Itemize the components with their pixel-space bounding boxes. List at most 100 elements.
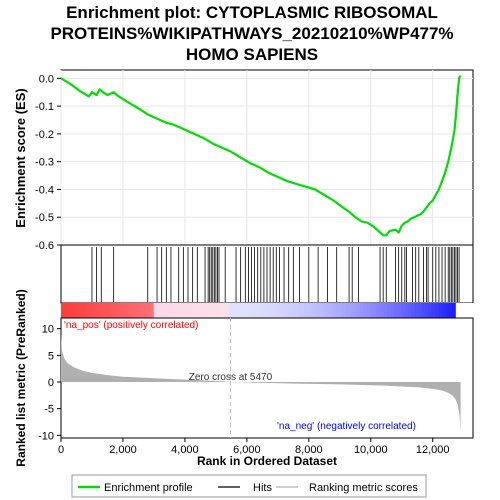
color-bar-cell	[414, 303, 419, 318]
metric-y-tick-label: -10	[38, 430, 54, 442]
x-tick-label: 6,000	[233, 444, 261, 456]
color-bar-cell	[67, 303, 72, 318]
es-y-tick-label: -0.4	[35, 184, 54, 196]
color-bar-cell	[256, 303, 261, 318]
color-bar-cell	[387, 303, 392, 318]
color-bar-cell	[253, 303, 258, 318]
legend: Enrichment profile Hits Ranking metric s…	[71, 474, 427, 498]
color-bar-cell	[438, 303, 443, 318]
es-y-tick-label: -0.2	[35, 129, 54, 141]
es-panel: 0.0 -0.1 -0.2 -0.3 -0.4 -0.5 -0.6 Enrichment s…	[13, 69, 474, 252]
color-bar-cell	[157, 303, 162, 318]
color-bar-cell	[339, 303, 344, 318]
color-bar-cell	[270, 303, 275, 318]
color-bar-cell	[212, 303, 217, 318]
chart-title: Enrichment plot: CYTOPLASMIC RIBOSOMAL P…	[50, 3, 453, 64]
neg-correlated-label: 'na_neg' (negatively correlated)	[277, 421, 416, 432]
color-bar-cell	[277, 303, 282, 318]
color-bar-cell	[164, 303, 169, 318]
color-bar-cell	[273, 303, 278, 318]
color-bar-cell	[167, 303, 172, 318]
color-bar-cell	[153, 303, 158, 318]
x-tick-label: 4,000	[171, 444, 199, 456]
legend-frame	[71, 474, 427, 498]
metric-y-tick-label: 10	[42, 324, 54, 336]
color-bar-cell	[109, 303, 114, 318]
color-bar-cell	[218, 303, 223, 318]
color-bar-cell	[71, 303, 76, 318]
color-bar-cell	[318, 303, 323, 318]
color-bar-cell	[380, 303, 385, 318]
color-bar-cell	[78, 303, 83, 318]
color-bar-cell	[146, 303, 151, 318]
es-y-tick-label: 0.0	[39, 73, 54, 85]
color-bar-cell	[194, 303, 199, 318]
color-bar-cell	[469, 303, 474, 318]
color-bar-cell	[294, 303, 299, 318]
color-bar-cell	[260, 303, 265, 318]
legend-enrichment-profile-label: Enrichment profile	[104, 482, 193, 494]
color-bar-cell	[390, 303, 395, 318]
color-bar-cell	[222, 303, 227, 318]
color-bar-cell	[359, 303, 364, 318]
legend-metric-label: Ranking metric scores	[309, 482, 418, 494]
color-bar-cell	[394, 303, 399, 318]
color-bar-cell	[459, 303, 464, 318]
es-y-axis: 0.0 -0.1 -0.2 -0.3 -0.4 -0.5 -0.6	[35, 73, 61, 252]
pos-correlated-label: 'na_pos' (positively correlated)	[64, 320, 198, 331]
color-bar-cell	[345, 303, 350, 318]
color-bar-cell	[215, 303, 220, 318]
color-bar-cell	[170, 303, 175, 318]
color-bar-cell	[129, 303, 134, 318]
color-bar-cell	[428, 303, 433, 318]
color-bar-cell	[177, 303, 182, 318]
ranking-color-bar	[61, 303, 474, 318]
color-bar-cell	[225, 303, 230, 318]
metric-panel: Zero cross at 5470 'na_pos' (positively …	[14, 289, 474, 467]
es-y-tick-label: -0.6	[35, 240, 54, 252]
color-bar-cell	[88, 303, 93, 318]
color-bar-cell	[95, 303, 100, 318]
color-bar-cell	[287, 303, 292, 318]
color-bar-cell	[335, 303, 340, 318]
color-bar-cell	[267, 303, 272, 318]
es-y-tick-label: -0.3	[35, 157, 54, 169]
color-bar-cell	[115, 303, 120, 318]
es-y-tick-label: -0.5	[35, 212, 54, 224]
color-bar-cell	[448, 303, 453, 318]
color-bar-cell	[332, 303, 337, 318]
color-bar-cell	[150, 303, 155, 318]
enrichment-profile-line	[60, 75, 462, 237]
color-bar-cell	[280, 303, 285, 318]
color-bar-cell	[397, 303, 402, 318]
color-bar-cell	[328, 303, 333, 318]
color-bar-cell	[291, 303, 296, 318]
color-bar-cell	[263, 303, 268, 318]
color-bar-cell	[366, 303, 371, 318]
color-bar-cell	[442, 303, 447, 318]
color-bar-cell	[181, 303, 186, 318]
color-bar-cell	[64, 303, 69, 318]
color-bar-cell	[246, 303, 251, 318]
title-line-2: PROTEINS%WIKIPATHWAYS_20210210%WP477%	[50, 24, 453, 43]
x-axis-label: Rank in Ordered Dataset	[197, 454, 337, 468]
color-bar-cell	[407, 303, 412, 318]
es-panel-frame	[60, 69, 474, 246]
color-bar-cell	[91, 303, 96, 318]
x-axis: 0 2,000 4,000 6,000 8,000 10,000 12,000	[58, 438, 450, 456]
color-bar-cell	[133, 303, 138, 318]
color-bar-cell	[370, 303, 375, 318]
color-bar-cell	[356, 303, 361, 318]
color-bar-cell	[462, 303, 467, 318]
zero-cross-label: Zero cross at 5470	[189, 372, 273, 383]
color-bar-cell	[308, 303, 313, 318]
color-bar-cell	[373, 303, 378, 318]
color-bar-cell	[184, 303, 189, 318]
color-bar-cell	[242, 303, 247, 318]
x-tick-label: 0	[58, 444, 64, 456]
color-bar-cell	[445, 303, 450, 318]
color-bar-cell	[61, 303, 66, 318]
color-bar-cell	[119, 303, 124, 318]
color-bar-cell	[455, 303, 460, 318]
color-bar-cell	[126, 303, 131, 318]
